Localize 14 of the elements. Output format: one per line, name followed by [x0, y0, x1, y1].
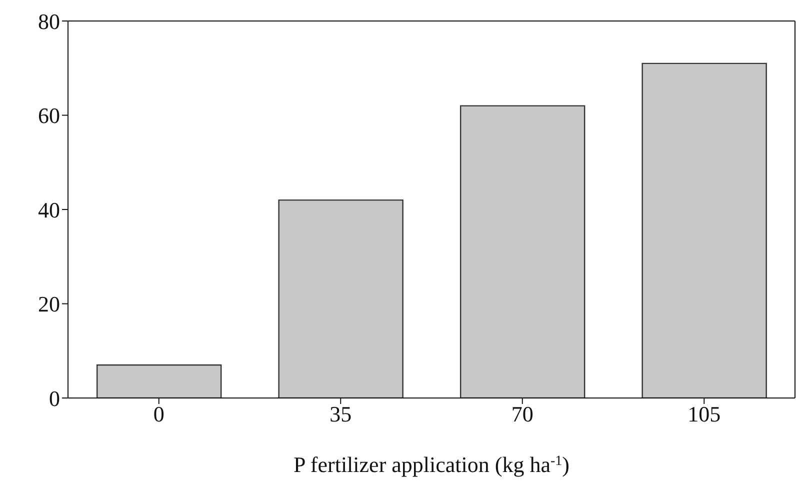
bar	[642, 62, 767, 398]
x-tick-label: 105	[688, 402, 721, 427]
bar	[96, 364, 222, 398]
y-tick-label: 60	[38, 103, 60, 128]
bar	[460, 105, 586, 398]
y-tick-label: 0	[49, 386, 60, 411]
y-tick-label: 20	[38, 292, 60, 317]
y-tick-label: 40	[38, 197, 60, 222]
x-tick-label: 70	[511, 402, 534, 427]
bar	[278, 199, 404, 398]
x-axis-title: P fertilizer application (kg ha$^{-1}$)	[294, 452, 570, 477]
x-tick-label: 0	[153, 402, 164, 427]
y-tick-label: 80	[38, 8, 60, 34]
x-tick-label: 35	[330, 402, 352, 427]
